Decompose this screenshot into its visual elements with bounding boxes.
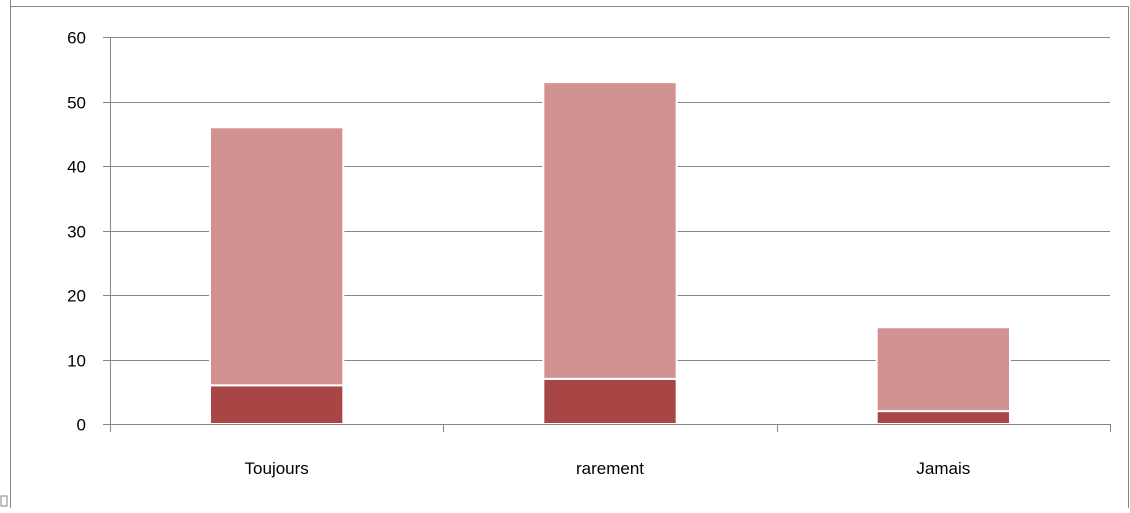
bar-segment-1 [209,384,345,425]
y-tick-label: 20 [67,287,86,306]
axes [103,37,1111,432]
y-tick-label: 50 [67,94,86,113]
x-tick-label: Toujours [245,459,309,478]
axis-labels: 0 10 20 30 40 50 60 Toujours rarement Jamais [67,29,970,479]
bar-segment-1 [875,410,1012,426]
y-tick-label: 40 [67,158,86,177]
x-tick-label: Jamais [916,459,970,478]
bar-segment-1 [542,377,678,426]
bar-segment-2 [209,126,345,387]
bars [209,81,1012,426]
x-tick-label: rarement [576,459,644,478]
y-tick-label: 60 [67,29,86,48]
y-tick-label: 0 [77,416,86,435]
y-tick-label: 30 [67,223,86,242]
bar-segment-2 [542,81,678,380]
bar-segment-2 [875,326,1012,413]
y-tick-label: 10 [67,352,86,371]
resize-handle[interactable] [0,495,8,507]
